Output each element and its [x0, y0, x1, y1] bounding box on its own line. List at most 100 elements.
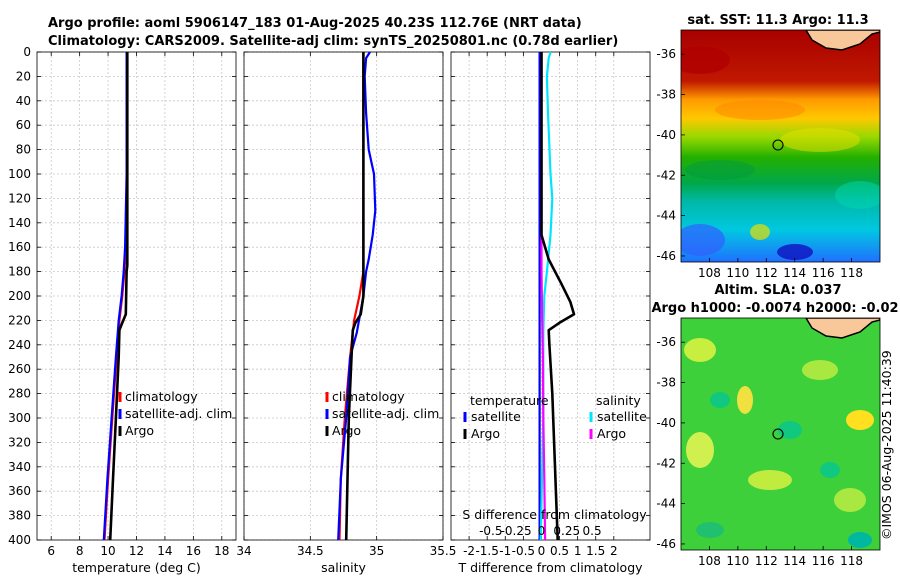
- map-x-tick-label: 114: [783, 266, 806, 280]
- map-x-tick-label: 118: [840, 266, 863, 280]
- map-y-tick-label: -46: [656, 249, 676, 263]
- map-y-tick-label: -42: [656, 168, 676, 182]
- s-axis-label: S difference from climatology: [462, 507, 647, 522]
- series-line-climatology: [338, 52, 365, 541]
- x-tick-label: 2: [610, 544, 618, 558]
- y-tick-label: 280: [8, 387, 31, 401]
- legend-label: climatology: [125, 389, 198, 404]
- figure-title-line1: Argo profile: aoml 5906147_183 01-Aug-20…: [48, 16, 582, 31]
- x-tick-label: -2: [463, 544, 475, 558]
- map-x-tick-label: 112: [755, 554, 778, 568]
- salinity-profile-chart: 34 34.5 35 35.5 salinity climatology satellite…: [236, 51, 457, 575]
- y-tick-label: 20: [16, 69, 31, 83]
- y-tick-label: 160: [8, 240, 31, 254]
- sla-map-title-line1: Altim. SLA: 0.037: [715, 283, 842, 298]
- sla-map-title-line2: Argo h1000: -0.0074 h2000: -0.02: [651, 301, 898, 316]
- float-marker-sst: [772, 139, 784, 151]
- temperature-profile-chart: 6 8 10 12 14 16 180204060801001201401601802002…: [8, 45, 237, 575]
- legend-label: satellite-adj. clim: [332, 406, 439, 421]
- legend-label: Argo: [597, 426, 626, 441]
- y-tick-label: 320: [8, 435, 31, 449]
- x-tick-label: 34: [236, 544, 251, 558]
- coastline: [805, 30, 880, 51]
- x-tick-label: 1: [574, 544, 582, 558]
- map-x-tick-label: 116: [812, 266, 835, 280]
- y-tick-label: 100: [8, 167, 31, 181]
- map-y-tick-label: -42: [656, 456, 676, 470]
- y-tick-label: 260: [8, 362, 31, 376]
- legend-header-salinity: salinity: [596, 393, 641, 408]
- x-tick-label: 16: [186, 544, 201, 558]
- series-line-satellite-adj-clim: [337, 51, 377, 541]
- y-tick-label: 40: [16, 94, 31, 108]
- y-tick-label: 120: [8, 191, 31, 205]
- series-line-argo: [108, 52, 129, 541]
- x-axis-label: temperature (deg C): [72, 560, 201, 575]
- map-y-tick-label: -40: [656, 416, 676, 430]
- x-axis-label: salinity: [321, 560, 366, 575]
- y-tick-label: 400: [8, 533, 31, 547]
- map-x-tick-label: 118: [840, 554, 863, 568]
- series-line-argo: [344, 52, 365, 541]
- map-x-tick-label: 108: [698, 266, 721, 280]
- legend-label: satellite-adj. clim: [125, 406, 232, 421]
- coastline: [805, 318, 880, 339]
- float-marker-sla: [772, 428, 784, 440]
- s-tick-label: -0.5: [479, 524, 502, 538]
- y-tick-label: 200: [8, 289, 31, 303]
- legend-label: Argo: [332, 423, 361, 438]
- x-tick-label: -1.5: [475, 544, 498, 558]
- map-x-tick-label: 112: [755, 266, 778, 280]
- legend-label: Argo: [471, 426, 500, 441]
- y-tick-label: 80: [16, 143, 31, 157]
- legend-label: Argo: [125, 423, 154, 438]
- sst-map: sat. SST: 11.3 Argo: 11.3 108 110 112 114 11…: [656, 13, 881, 280]
- x-tick-label: 35.5: [430, 544, 457, 558]
- s-tick-label: 0.25: [553, 524, 580, 538]
- map-x-tick-label: 116: [812, 554, 835, 568]
- difference-profile-chart: -2 -1.5 -1 -0.5 0 0.5 1 1.5 2T difference from c…: [450, 51, 651, 575]
- y-tick-label: 360: [8, 484, 31, 498]
- y-tick-label: 240: [8, 338, 31, 352]
- y-tick-label: 300: [8, 411, 31, 425]
- map-y-tick-label: -36: [656, 335, 676, 349]
- sst-map-title: sat. SST: 11.3 Argo: 11.3: [687, 13, 868, 28]
- x-axis-label: T difference from climatology: [457, 560, 643, 575]
- map-y-tick-label: -46: [656, 537, 676, 551]
- y-tick-label: 380: [8, 509, 31, 523]
- map-y-tick-label: -44: [656, 209, 676, 223]
- x-tick-label: 10: [100, 544, 115, 558]
- x-tick-label: 35: [369, 544, 384, 558]
- x-tick-label: 0.5: [550, 544, 569, 558]
- s-tick-label: 0: [538, 524, 546, 538]
- map-y-tick-label: -38: [656, 88, 676, 102]
- x-tick-label: -1: [499, 544, 511, 558]
- y-tick-label: 60: [16, 118, 31, 132]
- legend-header-temperature: temperature: [470, 393, 549, 408]
- legend-label: climatology: [332, 389, 405, 404]
- x-tick-label: 1.5: [586, 544, 605, 558]
- y-tick-label: 220: [8, 313, 31, 327]
- map-x-tick-label: 108: [698, 554, 721, 568]
- figure-title-line2: Climatology: CARS2009. Satellite-adj cli…: [48, 34, 618, 49]
- y-tick-label: 140: [8, 216, 31, 230]
- imos-watermark: ©IMOS 06-Aug-2025 11:40:39: [879, 350, 894, 540]
- x-tick-label: 34.5: [297, 544, 324, 558]
- legend-label: satellite: [471, 409, 521, 424]
- x-tick-label: 14: [157, 544, 172, 558]
- legend-label: satellite: [597, 409, 647, 424]
- map-y-tick-label: -44: [656, 497, 676, 511]
- x-tick-label: 6: [47, 544, 55, 558]
- x-tick-label: 8: [76, 544, 84, 558]
- y-tick-label: 180: [8, 265, 31, 279]
- map-y-tick-label: -36: [656, 47, 676, 61]
- series-line-t-argo: [540, 52, 576, 541]
- x-tick-label: 12: [129, 544, 144, 558]
- x-tick-label: 18: [214, 544, 229, 558]
- map-x-tick-label: 110: [726, 266, 749, 280]
- map-y-tick-label: -38: [656, 376, 676, 390]
- map-x-tick-label: 114: [783, 554, 806, 568]
- y-tick-label: 340: [8, 460, 31, 474]
- x-tick-label: -0.5: [512, 544, 535, 558]
